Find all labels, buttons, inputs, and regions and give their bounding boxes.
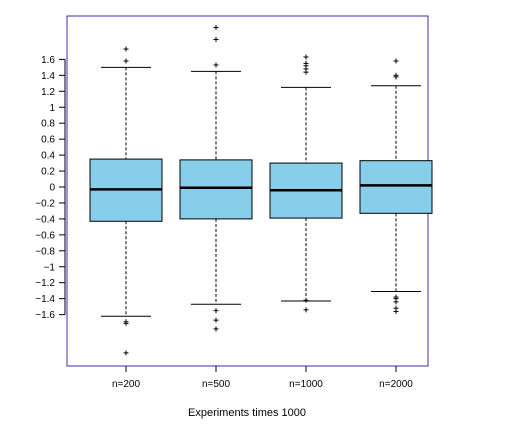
y-tick-label: 0.4 — [41, 151, 55, 162]
y-tick-label: −0.2 — [35, 198, 55, 209]
y-tick-label: 1.6 — [41, 55, 55, 66]
outlier-point — [213, 326, 219, 332]
outlier-point — [213, 62, 219, 68]
outlier-point — [393, 74, 399, 80]
box-4 — [359, 58, 433, 314]
outlier-point — [303, 307, 309, 313]
outlier-point — [123, 320, 129, 326]
outlier-point — [123, 58, 129, 64]
x-axis-labels: n=200 n=500 n=1000 n=2000 — [112, 366, 413, 390]
y-tick-label: 1 — [49, 103, 55, 114]
outlier-point — [393, 299, 399, 305]
outlier-point — [213, 317, 219, 323]
y-tick-label: −1.6 — [35, 310, 55, 321]
outlier-point — [303, 297, 309, 303]
y-axis-ticks: 1.6 1.4 1.2 1 0.8 0.6 0.4 0.2 0 −0.2 −0.4 −0.6 −0.8 −… — [35, 55, 65, 321]
outlier-point — [303, 69, 309, 75]
outlier-point — [213, 308, 219, 314]
x-tick-label: n=200 — [112, 379, 141, 390]
y-tick-label: 0.8 — [41, 119, 55, 130]
x-axis-title: Experiments times 1000 — [188, 407, 306, 419]
box-iqr — [179, 159, 253, 220]
y-tick-label: 0 — [49, 183, 55, 194]
y-tick-label: 0.2 — [41, 167, 55, 178]
outlier-point — [213, 36, 219, 42]
outlier-point — [123, 350, 129, 356]
x-tick-label: n=500 — [202, 379, 231, 390]
outlier-point — [393, 308, 399, 314]
outlier-point — [213, 25, 219, 30]
x-tick-label: n=2000 — [379, 379, 413, 390]
boxes-group — [89, 25, 433, 356]
y-tick-label: −1.4 — [35, 294, 55, 305]
outlier-point — [393, 58, 399, 64]
outlier-point — [123, 46, 129, 52]
box-2 — [179, 25, 253, 332]
y-tick-label: 1.2 — [41, 87, 55, 98]
y-tick-label: −1 — [44, 262, 56, 273]
box-3 — [269, 54, 343, 313]
box-iqr — [359, 160, 433, 214]
y-tick-label: 1.4 — [41, 71, 55, 82]
x-tick-label: n=1000 — [289, 379, 323, 390]
y-tick-label: −1.2 — [35, 278, 55, 289]
y-tick-label: 0.6 — [41, 135, 55, 146]
y-tick-label: −0.4 — [35, 214, 55, 225]
outlier-point — [303, 54, 309, 60]
y-tick-label: −0.6 — [35, 230, 55, 241]
box-1 — [89, 46, 163, 356]
y-tick-label: −0.8 — [35, 246, 55, 257]
